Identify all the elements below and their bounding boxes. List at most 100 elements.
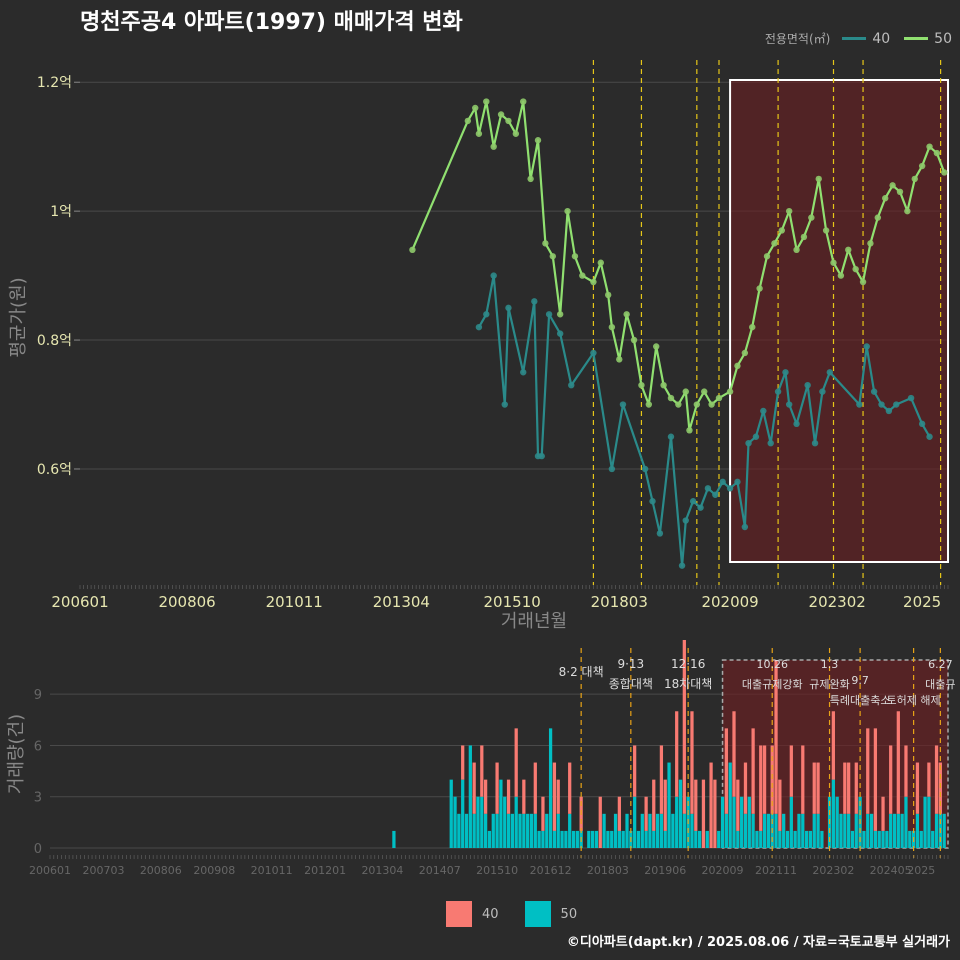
data-point-50 — [918, 162, 926, 170]
data-point-50 — [793, 246, 800, 254]
data-point-40 — [793, 420, 800, 428]
data-point-40 — [745, 439, 752, 447]
data-point-40 — [767, 439, 774, 447]
footer-credit: ©디아파트(dapt.kr) / 2025.08.06 / 자료=국토교통부 실… — [566, 935, 950, 950]
data-point-50 — [475, 130, 483, 137]
data-point-50 — [597, 259, 604, 266]
bar-50 — [812, 813, 816, 848]
data-point-50 — [549, 253, 556, 260]
data-point-50 — [564, 207, 571, 215]
data-point-40 — [878, 401, 885, 408]
bar-50 — [640, 813, 644, 848]
bar-50 — [545, 813, 549, 848]
bar-50 — [682, 813, 686, 848]
bar-50 — [743, 813, 748, 848]
bar-50 — [759, 830, 763, 848]
data-point-40 — [804, 381, 811, 389]
bar-40 — [789, 745, 793, 797]
bar-50 — [678, 779, 683, 848]
bar-50 — [762, 813, 767, 848]
policy-label: 대출규 — [925, 678, 955, 691]
data-point-50 — [859, 278, 867, 286]
bar-40 — [812, 762, 816, 814]
bar-40 — [724, 728, 728, 814]
bar-50 — [785, 830, 790, 848]
bar-50 — [548, 728, 553, 848]
bar-50 — [869, 813, 874, 848]
bar-40 — [904, 745, 908, 797]
policy-label: 9·13 — [617, 657, 644, 671]
data-point-50 — [616, 356, 623, 363]
data-point-50 — [815, 175, 822, 183]
bar-50 — [877, 830, 881, 848]
bar-40 — [652, 779, 656, 831]
data-point-40 — [741, 523, 749, 531]
bar-40 — [732, 711, 736, 797]
data-point-40 — [752, 433, 760, 440]
bar-40 — [663, 779, 667, 831]
bar-40 — [701, 779, 706, 848]
bar-50 — [613, 813, 618, 848]
bar-50 — [522, 813, 526, 848]
bar-50 — [862, 830, 866, 848]
bar-50 — [503, 796, 507, 848]
data-point-50 — [837, 272, 845, 279]
data-point-50 — [904, 207, 911, 215]
bar-40 — [514, 728, 518, 797]
data-point-40 — [734, 478, 741, 486]
bar-40 — [778, 779, 782, 831]
bar-50 — [904, 796, 908, 848]
bar-40 — [927, 762, 931, 797]
data-point-40 — [531, 298, 538, 305]
highlight-region — [729, 79, 949, 563]
bar-50 — [774, 813, 778, 848]
data-point-40 — [656, 530, 664, 537]
data-point-50 — [701, 388, 708, 395]
bar-50 — [514, 796, 518, 848]
bar-50 — [778, 830, 782, 848]
policy-label: 대출규제강화 — [742, 678, 803, 691]
bar-y-axis-title: 거래량(건) — [6, 714, 27, 794]
bar-50 — [453, 796, 457, 848]
bar-x-tick-label: 201906 — [644, 864, 686, 877]
data-point-40 — [782, 369, 789, 376]
x-tick-label: 201803 — [591, 593, 648, 611]
data-point-50 — [630, 336, 638, 344]
bar-50 — [740, 796, 744, 848]
bar-40 — [915, 762, 920, 814]
bar-50 — [808, 830, 813, 848]
legend-swatch-40 — [842, 37, 867, 40]
bar-50 — [923, 796, 927, 848]
bar-50 — [537, 830, 541, 848]
bar-50 — [793, 830, 797, 848]
bar-50 — [797, 813, 801, 848]
bar-x-tick-label: 201510 — [476, 864, 518, 877]
bar-x-tick-label: 202009 — [702, 864, 744, 877]
bar-50 — [529, 813, 534, 848]
series-line-40 — [477, 274, 931, 567]
data-point-50 — [497, 111, 505, 118]
bar-50 — [568, 813, 572, 848]
bar-50 — [487, 830, 492, 848]
bar-50 — [728, 762, 732, 848]
volume-bar-chart: 0 3 6 9 거래량(건) 8·2 대책 9·13 종합대책 12·16 18차대책 10.26 대… — [6, 640, 956, 877]
data-point-50 — [822, 227, 830, 234]
data-point-50 — [882, 195, 889, 202]
data-point-50 — [867, 240, 874, 247]
data-point-40 — [811, 439, 819, 447]
data-point-40 — [719, 478, 726, 486]
bar-x-tick-label: 201201 — [304, 864, 346, 877]
data-point-40 — [926, 433, 933, 440]
bar-x-tick-label: 202302 — [812, 864, 854, 877]
data-point-50 — [771, 240, 778, 247]
policy-label: 종합대책 — [609, 676, 653, 691]
policy-label: 18차대책 — [664, 676, 712, 691]
bar-50 — [556, 813, 560, 848]
legend-bottom: 40 50 — [446, 901, 577, 927]
policy-label: 토허제 해제 — [887, 693, 941, 707]
legend-swatch-50 — [904, 37, 929, 40]
data-point-50 — [472, 104, 479, 112]
data-point-40 — [641, 465, 649, 473]
bar-x-tick-label: 201612 — [530, 864, 572, 877]
bar-50 — [782, 813, 786, 848]
